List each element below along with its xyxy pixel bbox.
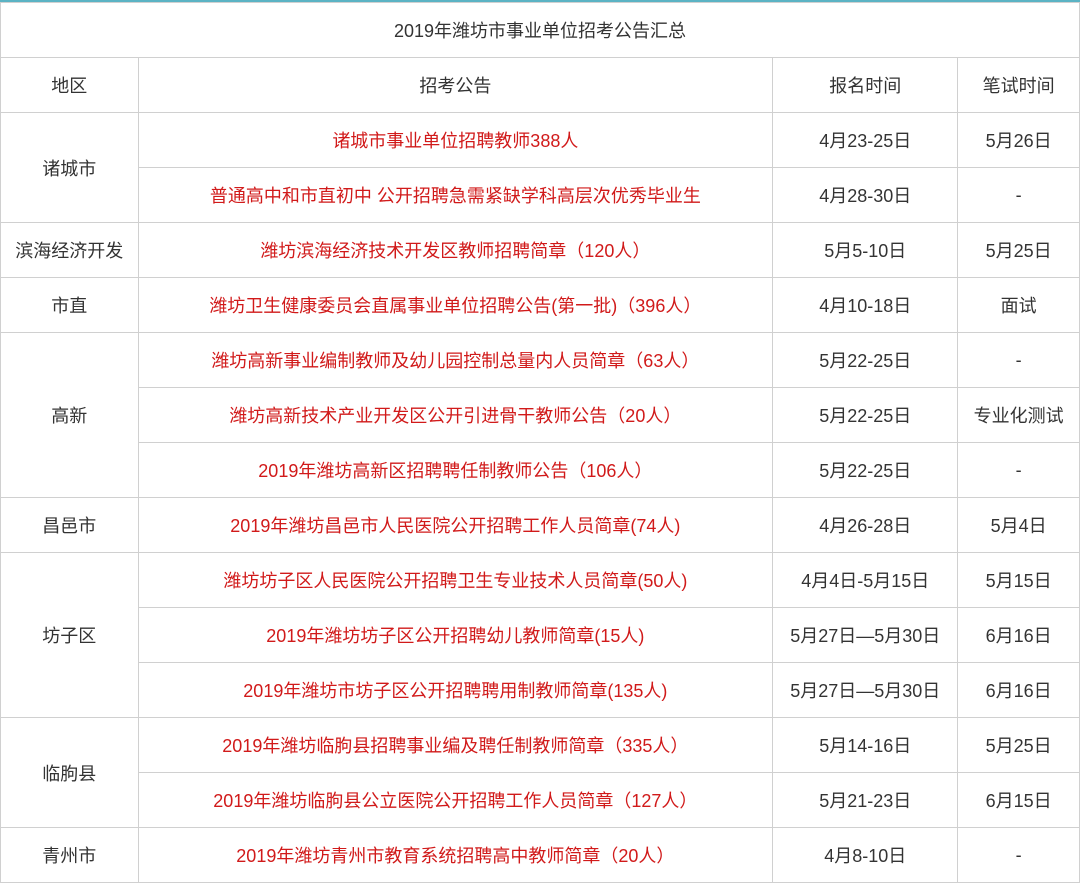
exam-time-cell: - [958,333,1080,388]
signup-time-cell: 4月4日-5月15日 [773,553,958,608]
table-row: 诸城市诸城市事业单位招聘教师388人4月23-25日5月26日 [1,113,1080,168]
exam-time-cell: - [958,443,1080,498]
region-cell: 诸城市 [1,113,139,223]
exam-time-cell: 5月25日 [958,223,1080,278]
table-container: 2019年潍坊市事业单位招考公告汇总地区招考公告报名时间笔试时间诸城市诸城市事业… [0,0,1080,883]
table-row: 青州市2019年潍坊青州市教育系统招聘高中教师简章（20人）4月8-10日- [1,828,1080,883]
region-cell: 青州市 [1,828,139,883]
signup-time-cell: 5月22-25日 [773,443,958,498]
signup-time-cell: 5月27日—5月30日 [773,663,958,718]
signup-time-cell: 4月26-28日 [773,498,958,553]
signup-time-cell: 5月27日—5月30日 [773,608,958,663]
signup-time-cell: 4月10-18日 [773,278,958,333]
announcement-link[interactable]: 潍坊滨海经济技术开发区教师招聘简章（120人） [138,223,773,278]
announcement-link[interactable]: 潍坊坊子区人民医院公开招聘卫生专业技术人员简章(50人) [138,553,773,608]
header-announcement: 招考公告 [138,58,773,113]
table-row: 2019年潍坊临朐县公立医院公开招聘工作人员简章（127人）5月21-23日6月… [1,773,1080,828]
region-cell: 临朐县 [1,718,139,828]
exam-time-cell: 5月26日 [958,113,1080,168]
recruitment-table: 2019年潍坊市事业单位招考公告汇总地区招考公告报名时间笔试时间诸城市诸城市事业… [0,2,1080,883]
exam-time-cell: 专业化测试 [958,388,1080,443]
signup-time-cell: 4月8-10日 [773,828,958,883]
table-row: 坊子区潍坊坊子区人民医院公开招聘卫生专业技术人员简章(50人)4月4日-5月15… [1,553,1080,608]
announcement-link[interactable]: 2019年潍坊昌邑市人民医院公开招聘工作人员简章(74人) [138,498,773,553]
exam-time-cell: 面试 [958,278,1080,333]
announcement-link[interactable]: 2019年潍坊临朐县招聘事业编及聘任制教师简章（335人） [138,718,773,773]
exam-time-cell: 6月16日 [958,608,1080,663]
table-row: 潍坊高新技术产业开发区公开引进骨干教师公告（20人）5月22-25日专业化测试 [1,388,1080,443]
exam-time-cell: - [958,168,1080,223]
exam-time-cell: 5月25日 [958,718,1080,773]
exam-time-cell: 5月15日 [958,553,1080,608]
announcement-link[interactable]: 2019年潍坊青州市教育系统招聘高中教师简章（20人） [138,828,773,883]
announcement-link[interactable]: 普通高中和市直初中 公开招聘急需紧缺学科高层次优秀毕业生 [138,168,773,223]
announcement-link[interactable]: 诸城市事业单位招聘教师388人 [138,113,773,168]
signup-time-cell: 5月5-10日 [773,223,958,278]
signup-time-cell: 5月14-16日 [773,718,958,773]
header-signup-time: 报名时间 [773,58,958,113]
announcement-link[interactable]: 2019年潍坊临朐县公立医院公开招聘工作人员简章（127人） [138,773,773,828]
announcement-link[interactable]: 2019年潍坊坊子区公开招聘幼儿教师简章(15人) [138,608,773,663]
table-row: 高新潍坊高新事业编制教师及幼儿园控制总量内人员简章（63人）5月22-25日- [1,333,1080,388]
region-cell: 市直 [1,278,139,333]
exam-time-cell: - [958,828,1080,883]
signup-time-cell: 5月22-25日 [773,388,958,443]
announcement-link[interactable]: 潍坊高新技术产业开发区公开引进骨干教师公告（20人） [138,388,773,443]
signup-time-cell: 4月28-30日 [773,168,958,223]
exam-time-cell: 6月16日 [958,663,1080,718]
signup-time-cell: 5月21-23日 [773,773,958,828]
announcement-link[interactable]: 2019年潍坊高新区招聘聘任制教师公告（106人） [138,443,773,498]
region-cell: 昌邑市 [1,498,139,553]
exam-time-cell: 5月4日 [958,498,1080,553]
announcement-link[interactable]: 2019年潍坊市坊子区公开招聘聘用制教师简章(135人) [138,663,773,718]
table-row: 2019年潍坊市坊子区公开招聘聘用制教师简章(135人)5月27日—5月30日6… [1,663,1080,718]
table-title: 2019年潍坊市事业单位招考公告汇总 [1,3,1080,58]
header-exam-time: 笔试时间 [958,58,1080,113]
announcement-link[interactable]: 潍坊高新事业编制教师及幼儿园控制总量内人员简章（63人） [138,333,773,388]
table-row: 2019年潍坊坊子区公开招聘幼儿教师简章(15人)5月27日—5月30日6月16… [1,608,1080,663]
table-row: 2019年潍坊高新区招聘聘任制教师公告（106人）5月22-25日- [1,443,1080,498]
table-row: 市直潍坊卫生健康委员会直属事业单位招聘公告(第一批)（396人）4月10-18日… [1,278,1080,333]
signup-time-cell: 5月22-25日 [773,333,958,388]
region-cell: 高新 [1,333,139,498]
region-cell: 滨海经济开发 [1,223,139,278]
table-row: 昌邑市2019年潍坊昌邑市人民医院公开招聘工作人员简章(74人)4月26-28日… [1,498,1080,553]
table-row: 滨海经济开发潍坊滨海经济技术开发区教师招聘简章（120人）5月5-10日5月25… [1,223,1080,278]
announcement-link[interactable]: 潍坊卫生健康委员会直属事业单位招聘公告(第一批)（396人） [138,278,773,333]
region-cell: 坊子区 [1,553,139,718]
table-row: 普通高中和市直初中 公开招聘急需紧缺学科高层次优秀毕业生4月28-30日- [1,168,1080,223]
header-region: 地区 [1,58,139,113]
signup-time-cell: 4月23-25日 [773,113,958,168]
table-row: 临朐县2019年潍坊临朐县招聘事业编及聘任制教师简章（335人）5月14-16日… [1,718,1080,773]
exam-time-cell: 6月15日 [958,773,1080,828]
